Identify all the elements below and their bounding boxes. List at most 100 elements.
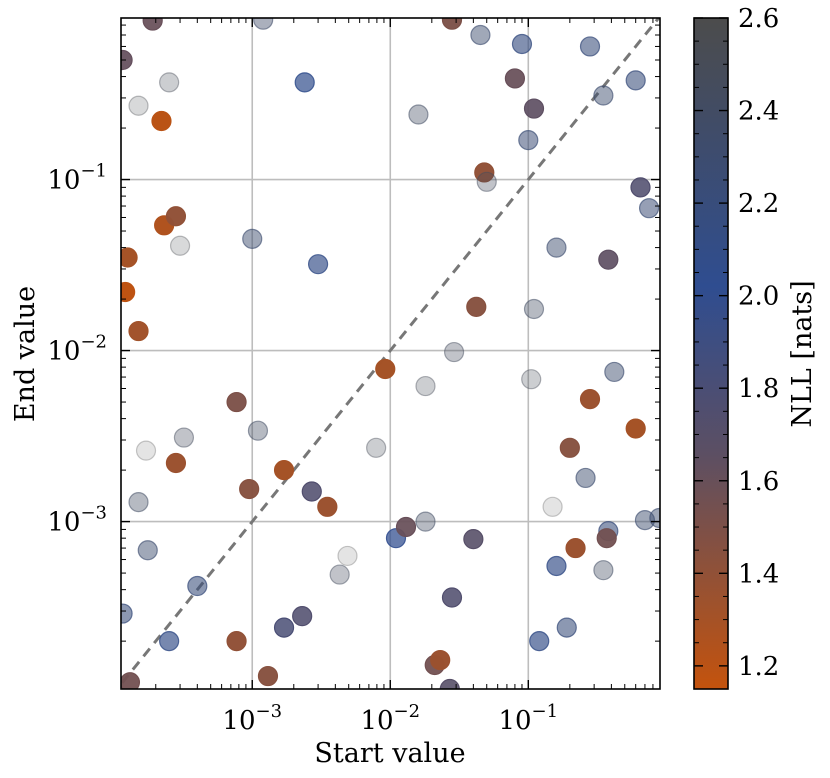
data-point xyxy=(441,18,463,30)
data-point xyxy=(523,98,545,119)
data-point xyxy=(242,228,263,249)
y-tick-label-3: 10−1 xyxy=(47,161,107,196)
data-point xyxy=(596,528,617,549)
data-point xyxy=(604,361,625,383)
x-tick-base-1: 10 xyxy=(222,706,255,736)
data-point xyxy=(253,18,274,30)
data-point xyxy=(521,369,542,390)
data-point xyxy=(542,496,563,517)
data-point xyxy=(625,418,646,439)
y-axis-label: End value xyxy=(10,286,41,422)
data-point xyxy=(474,162,495,183)
y-tick-exp-1: −3 xyxy=(80,503,107,524)
colorbar-tick-label: 2.4 xyxy=(738,97,779,127)
data-point xyxy=(579,389,601,410)
data-point xyxy=(121,603,133,624)
data-point xyxy=(375,358,396,380)
data-point xyxy=(137,540,158,561)
data-point xyxy=(466,296,487,318)
data-point xyxy=(239,478,260,500)
data-point xyxy=(625,70,646,91)
colorbar xyxy=(693,17,729,690)
data-point xyxy=(441,587,463,608)
x-tick-label-2: 10−2 xyxy=(360,701,420,736)
colorbar-tick-label: 1.6 xyxy=(738,467,779,497)
major-ticks xyxy=(121,18,660,689)
data-point xyxy=(294,72,315,93)
data-point xyxy=(128,95,149,116)
data-point xyxy=(121,672,141,689)
colorbar-tick-label: 1.4 xyxy=(738,559,779,589)
data-point xyxy=(504,68,526,89)
colorbar-tick-label: 2.6 xyxy=(738,4,779,34)
colorbar-tick-label: 1.2 xyxy=(738,652,779,682)
data-point xyxy=(165,452,187,474)
y-tick-base-3: 10 xyxy=(47,166,80,196)
data-point xyxy=(511,33,533,55)
data-point xyxy=(329,564,350,585)
data-point xyxy=(598,249,619,270)
data-point xyxy=(121,247,138,268)
y-tick-label-1: 10−3 xyxy=(47,503,107,538)
data-point xyxy=(546,237,567,258)
data-point xyxy=(476,171,497,192)
data-points xyxy=(121,18,660,689)
data-point xyxy=(187,575,208,597)
x-tick-label-3: 10−1 xyxy=(498,701,558,736)
x-tick-exp-2: −2 xyxy=(394,701,421,722)
data-point xyxy=(638,198,660,219)
colorbar-tick-label: 2.0 xyxy=(738,282,779,312)
data-point xyxy=(226,631,247,652)
data-point xyxy=(593,85,614,106)
data-point xyxy=(128,492,149,513)
minor-ticks xyxy=(121,18,660,689)
y-tick-base-1: 10 xyxy=(47,508,80,538)
data-point xyxy=(529,631,550,652)
y-tick-base-2: 10 xyxy=(47,337,80,367)
data-point xyxy=(159,72,180,93)
colorbar-label: NLL [nats] xyxy=(787,280,818,427)
data-point xyxy=(579,36,601,57)
data-point xyxy=(415,511,436,532)
data-point xyxy=(593,560,614,581)
data-point xyxy=(273,460,295,481)
x-tick-base-2: 10 xyxy=(360,706,393,736)
reference-line xyxy=(121,18,660,687)
data-point xyxy=(575,467,596,489)
data-point xyxy=(121,281,136,303)
data-point xyxy=(135,440,157,461)
plot-frame xyxy=(120,17,661,690)
data-point xyxy=(556,617,577,638)
data-point xyxy=(273,617,295,638)
x-tick-exp-3: −1 xyxy=(532,701,559,722)
data-point xyxy=(128,320,149,342)
colorbar-ticks: 1.2 1.4 1.6 1.8 2.0 2.2 2.4 2.6 xyxy=(694,4,779,682)
data-point xyxy=(395,516,417,538)
data-point xyxy=(165,206,187,227)
data-point xyxy=(408,104,429,125)
data-point xyxy=(142,18,163,31)
data-point xyxy=(565,537,586,559)
data-point xyxy=(518,130,539,151)
y-tick-exp-3: −1 xyxy=(80,161,107,182)
colorbar-tick-label: 1.8 xyxy=(738,374,779,404)
x-tick-exp-1: −3 xyxy=(256,701,283,722)
data-point xyxy=(470,24,491,46)
data-point xyxy=(292,606,313,627)
data-point xyxy=(523,298,545,320)
data-point xyxy=(415,375,436,397)
data-point xyxy=(317,496,338,517)
y-tick-exp-2: −2 xyxy=(80,332,107,353)
data-point xyxy=(226,391,247,413)
data-point xyxy=(430,649,451,671)
data-point xyxy=(366,437,387,458)
data-point xyxy=(307,254,329,275)
data-point xyxy=(257,665,279,687)
data-point xyxy=(247,420,269,441)
x-axis-label: Start value xyxy=(314,738,465,769)
data-point xyxy=(169,235,191,256)
data-point xyxy=(159,631,180,652)
data-point xyxy=(630,177,651,198)
data-point xyxy=(301,481,322,502)
